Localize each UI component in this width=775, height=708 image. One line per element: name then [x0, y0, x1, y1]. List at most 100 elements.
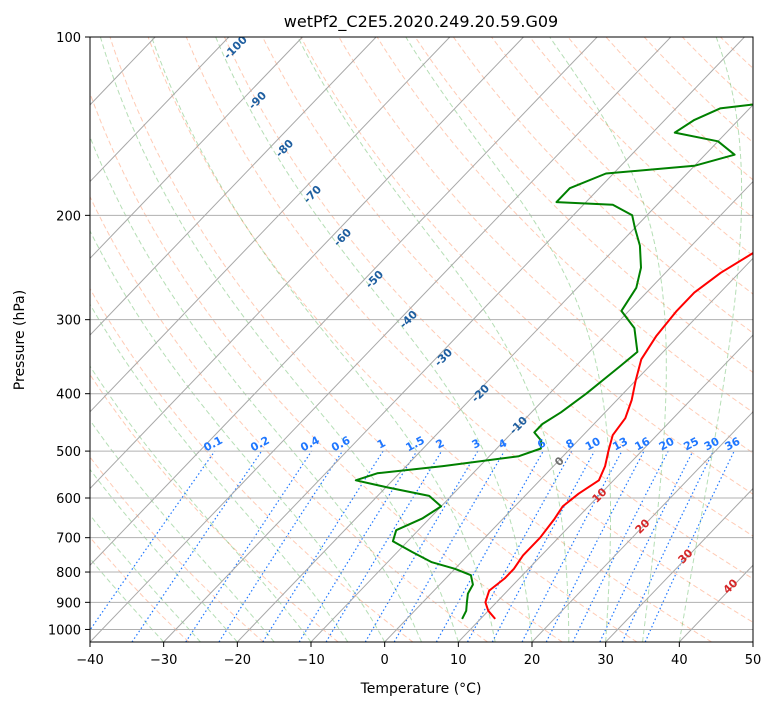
dry-adiabat-line: [90, 287, 414, 642]
plot-frame: [89, 36, 754, 643]
dry-adiabat-label: -70: [301, 183, 324, 206]
mixing-ratio-line: [298, 450, 418, 642]
dry-adiabat-line: [185, 37, 753, 623]
moist-adiabat-line: [90, 365, 312, 642]
x-tick-label: 30: [597, 653, 614, 668]
dry-adiabat-label: 0: [552, 454, 567, 469]
isotherm-line: [90, 37, 377, 336]
isotherm-line: [531, 411, 753, 642]
isotherm-line: [236, 104, 753, 642]
mixing-ratio-line: [599, 450, 694, 642]
dry-adiabat-line: [300, 37, 753, 495]
mixing-ratio-line: [545, 450, 645, 642]
dry-adiabat-label: -40: [397, 308, 420, 331]
moist-adiabat-line: [215, 37, 533, 642]
moist-adiabat-line: [90, 229, 386, 642]
dry-adiabat-line: [681, 37, 753, 106]
y-axis-title: Pressure (hPa): [12, 290, 28, 390]
moist-adiabat-line: [678, 37, 743, 642]
skewed-isotherms: [0, 37, 753, 642]
y-axis: 100 200 300 400 500 600 700 800 900 1000: [48, 31, 90, 638]
y-tick-label: 800: [56, 566, 81, 581]
dry-adiabat-label: -50: [363, 268, 386, 291]
profile-series: [354, 103, 753, 620]
dry-adiabat-line: [90, 536, 190, 642]
x-tick-label: −20: [224, 653, 251, 668]
y-tick-label: 500: [56, 445, 81, 460]
dry-adiabat-label: -60: [331, 226, 354, 249]
mixing-ratio-line: [185, 450, 313, 642]
dry-adiabat-line: [147, 37, 712, 642]
x-tick-label: 10: [450, 653, 467, 668]
mixing-ratio-label: 16: [633, 435, 653, 454]
dry-adiabat-line: [224, 37, 753, 580]
dry-adiabat-line: [491, 37, 753, 295]
dewpoint-profile-line: [354, 103, 753, 620]
isotherm-line: [90, 37, 672, 642]
temperature-profile-line: [484, 251, 753, 620]
mixing-ratio-label: 30: [702, 435, 722, 454]
isotherm-line: [752, 641, 753, 642]
mixing-ratio-line: [621, 450, 714, 642]
moist-adiabat-line: [151, 37, 496, 642]
dry-adiabat-line: [90, 456, 264, 642]
isotherm-line: [0, 37, 8, 642]
isotherm-line: [678, 564, 753, 642]
y-tick-label: 900: [56, 596, 81, 611]
x-tick-label: −10: [297, 653, 324, 668]
dry-adiabat-line: [643, 37, 753, 144]
moist-adiabat-line: [90, 303, 349, 642]
plot-area: 0.1 0.2 0.4 0.6 1 1.5 2 3 4 6 8 10 13 16 20 25 30 36-100-…: [0, 37, 753, 642]
mixing-ratio-line: [262, 450, 384, 642]
mixing-ratio-label: 20: [657, 435, 677, 454]
isotherm-line: [163, 37, 745, 642]
isotherm-line: [90, 37, 598, 566]
mixing-ratio-label: 3: [470, 436, 483, 451]
x-tick-label: 50: [745, 653, 762, 668]
moist-adiabat-line: [90, 468, 238, 642]
chart-title: wetPf2_C2E5.2020.249.20.59.G09: [284, 12, 558, 32]
isotherm-line: [90, 37, 524, 490]
x-tick-label: −30: [150, 653, 177, 668]
moist-adiabat-line: [99, 37, 459, 642]
moist-adiabat-line: [90, 514, 201, 642]
x-axis: −40 −30 −20 −10 0 10 20 30 40 50: [76, 642, 761, 668]
isotherm-line: [384, 257, 753, 642]
moist-adiabats: [90, 37, 743, 642]
x-tick-label: 0: [381, 653, 389, 668]
mixing-ratio-line: [218, 450, 344, 642]
isotherm-line: [90, 37, 230, 183]
mixing-ratio-lines: [90, 450, 735, 642]
isotherm-line: [310, 180, 753, 642]
y-tick-label: 600: [56, 492, 81, 507]
y-tick-label: 400: [56, 388, 81, 403]
mixing-ratio-line: [131, 450, 263, 642]
mixing-ratio-line: [644, 450, 735, 642]
isotherm-line: [457, 334, 753, 642]
x-tick-label: 40: [671, 653, 688, 668]
moist-adiabat-line: [90, 557, 165, 642]
isotherm-line: [90, 37, 451, 413]
dry-adiabat-line: [90, 92, 563, 642]
dry-adiabat-line: [720, 37, 753, 70]
moist-adiabat-line: [549, 37, 667, 642]
mixing-ratio-line: [491, 450, 596, 642]
y-tick-label: 1000: [48, 623, 81, 638]
isotherm-line: [90, 37, 303, 260]
y-tick-label: 300: [56, 314, 81, 329]
mixing-ratio-line: [466, 450, 573, 642]
y-tick-label: 200: [56, 209, 81, 224]
moist-adiabat-line: [90, 419, 275, 642]
mixing-ratio-label: 4: [496, 436, 509, 451]
mixing-ratio-label: 36: [723, 435, 743, 454]
dry-adiabat-line: [109, 37, 638, 642]
mixing-ratio-line: [393, 450, 505, 642]
x-tick-label: −40: [76, 653, 103, 668]
dry-adiabat-label: 40: [721, 576, 741, 596]
dry-adiabat-line: [90, 195, 488, 642]
y-tick-label: 100: [56, 31, 81, 46]
isotherm-line: [605, 487, 753, 642]
moist-adiabat-line: [297, 37, 570, 642]
x-tick-label: 20: [524, 653, 541, 668]
